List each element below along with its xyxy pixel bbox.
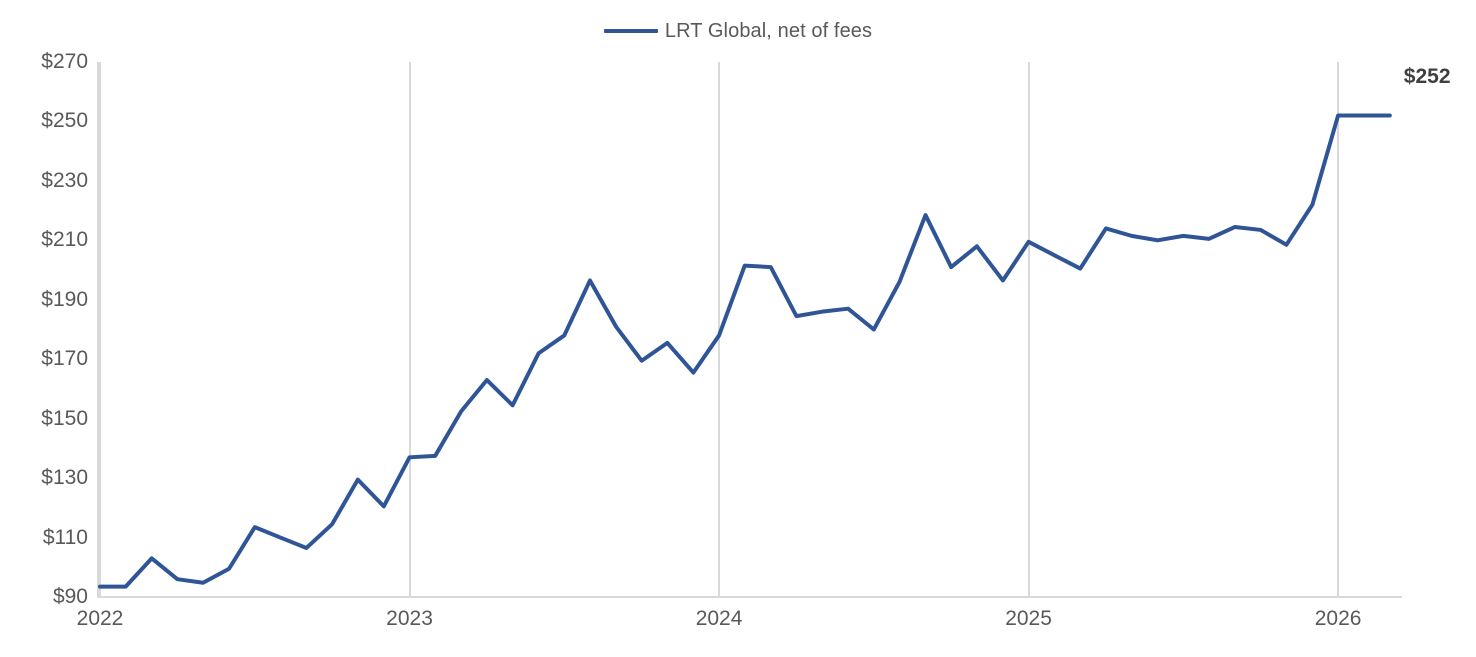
series-svg	[98, 113, 1392, 589]
chart-legend: LRT Global, net of fees	[0, 14, 1476, 48]
y-tick-label: $90	[52, 585, 88, 608]
x-tick-label: 2022	[76, 607, 124, 630]
y-tick-label: $270	[41, 50, 88, 73]
plot-area	[98, 62, 1400, 597]
y-tick-label: $230	[41, 168, 88, 192]
y-axis-line	[97, 62, 99, 598]
y-tick-label: $190	[41, 287, 88, 311]
x-tick-label: 2026	[1314, 607, 1362, 630]
year-gridline	[718, 62, 721, 597]
x-axis-line	[97, 596, 1402, 598]
x-tick-label: 2025	[1005, 607, 1052, 630]
series-line-lrt-global	[98, 113, 1392, 589]
legend-line-swatch	[603, 29, 658, 33]
year-gridline	[408, 62, 411, 597]
x-tick-label: 2024	[695, 607, 743, 630]
x-tick-label: 2023	[386, 607, 433, 630]
legend-label-lrt-global: LRT Global, net of fees	[664, 19, 873, 42]
y-tick-label: $110	[42, 525, 88, 549]
year-gridline	[1337, 62, 1340, 597]
end-value-label: $252	[1403, 64, 1451, 88]
y-tick-label: $210	[41, 228, 88, 252]
y-tick-label: $170	[41, 347, 88, 371]
y-tick-label: $250	[41, 109, 88, 133]
year-gridline	[99, 62, 101, 597]
y-tick-label: $130	[41, 466, 88, 490]
y-tick-label: $150	[41, 406, 88, 430]
year-gridline	[1027, 62, 1030, 597]
